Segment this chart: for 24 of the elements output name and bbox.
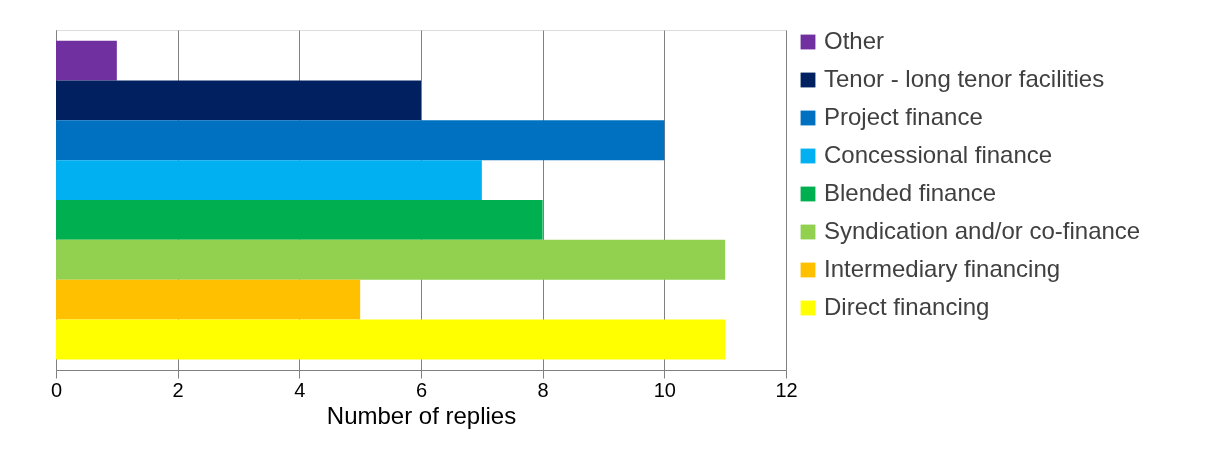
bar bbox=[56, 239, 726, 280]
bar bbox=[56, 279, 361, 320]
legend-label: Blended finance bbox=[824, 179, 997, 206]
x-tick-label: 4 bbox=[294, 378, 306, 401]
legend-label: Tenor - long tenor facilities bbox=[824, 65, 1105, 92]
x-tick-label: 10 bbox=[653, 378, 676, 401]
legend-label: Intermediary financing bbox=[824, 255, 1061, 282]
legend-label: Concessional finance bbox=[824, 141, 1053, 168]
x-tick-label: 6 bbox=[415, 378, 428, 401]
bar bbox=[56, 80, 421, 121]
legend-label: Project finance bbox=[824, 103, 983, 130]
x-tick-label: 8 bbox=[537, 378, 549, 401]
bar bbox=[56, 120, 665, 161]
bar bbox=[56, 160, 482, 200]
bar bbox=[56, 40, 117, 81]
bar bbox=[56, 200, 543, 240]
bar bbox=[56, 319, 726, 360]
legend-label: Direct financing bbox=[824, 293, 990, 320]
x-tick-label: 2 bbox=[172, 378, 184, 401]
x-tick-label: 0 bbox=[50, 378, 63, 401]
x-tick-label: 12 bbox=[775, 378, 798, 401]
x-axis-title: Number of replies bbox=[326, 401, 517, 429]
legend-label: Other bbox=[824, 27, 885, 54]
legend-label: Syndication and/or co-finance bbox=[824, 217, 1141, 244]
